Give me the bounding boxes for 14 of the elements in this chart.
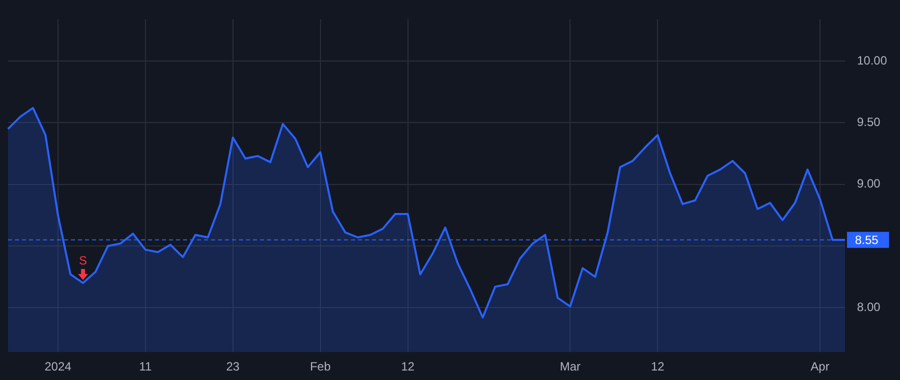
x-tick-label: Mar [560, 360, 580, 374]
x-tick-label: 12 [401, 360, 415, 374]
y-tick-label: 10.00 [857, 53, 888, 68]
x-tick-label: Apr [810, 360, 830, 374]
y-tick-label: 9.50 [857, 115, 881, 130]
y-tick-label: 9.00 [857, 176, 881, 191]
x-tick-label: 11 [139, 360, 152, 374]
x-tick-label: Feb [310, 360, 331, 374]
x-tick-label: 12 [650, 360, 665, 374]
ref-line-label: 8.55 [855, 233, 879, 248]
y-tick-label: 8.00 [857, 300, 881, 314]
x-tick-label: 23 [226, 360, 240, 374]
x-tick-label: 2024 [44, 360, 72, 374]
annotation: S [78, 253, 87, 268]
